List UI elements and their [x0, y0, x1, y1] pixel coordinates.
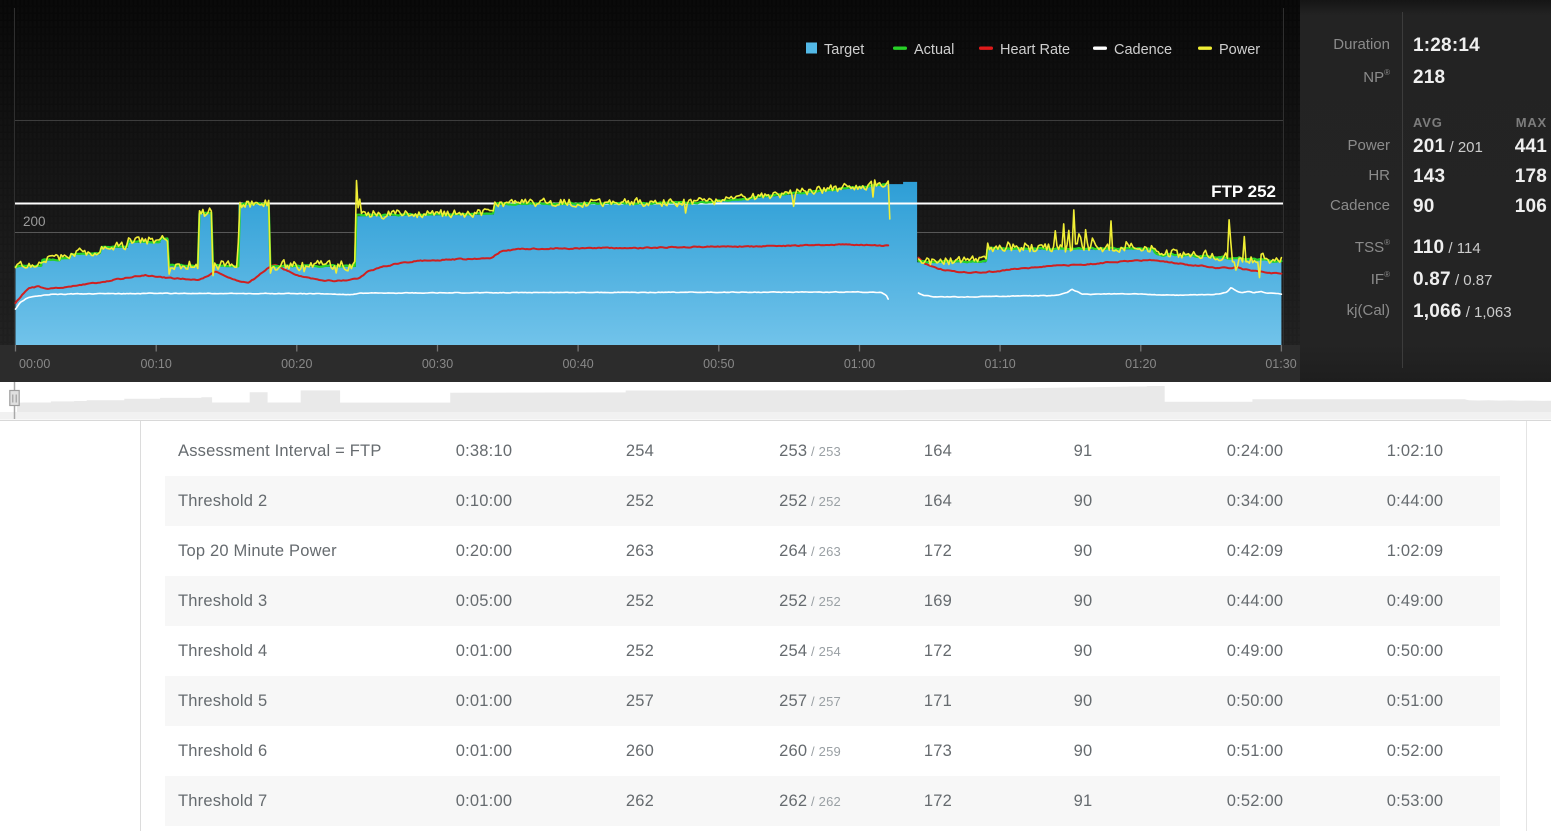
svg-text:01:20: 01:20 — [1125, 357, 1156, 371]
svg-text:00:10: 00:10 — [141, 357, 172, 371]
svg-text:01:10: 01:10 — [984, 357, 1015, 371]
svg-text:Target: Target — [824, 42, 864, 58]
svg-text:Actual: Actual — [914, 42, 954, 58]
svg-text:FTP 252: FTP 252 — [1211, 182, 1276, 201]
svg-text:200: 200 — [23, 214, 46, 229]
svg-text:00:30: 00:30 — [422, 357, 453, 371]
svg-text:00:50: 00:50 — [703, 357, 734, 371]
svg-text:01:30: 01:30 — [1265, 357, 1296, 371]
svg-text:Cadence: Cadence — [1114, 42, 1172, 58]
svg-text:Power: Power — [1219, 42, 1260, 58]
svg-text:00:40: 00:40 — [562, 357, 593, 371]
svg-text:01:00: 01:00 — [844, 357, 875, 371]
svg-text:00:20: 00:20 — [281, 357, 312, 371]
svg-text:00:00: 00:00 — [19, 357, 50, 371]
svg-text:Heart Rate: Heart Rate — [1000, 42, 1070, 58]
